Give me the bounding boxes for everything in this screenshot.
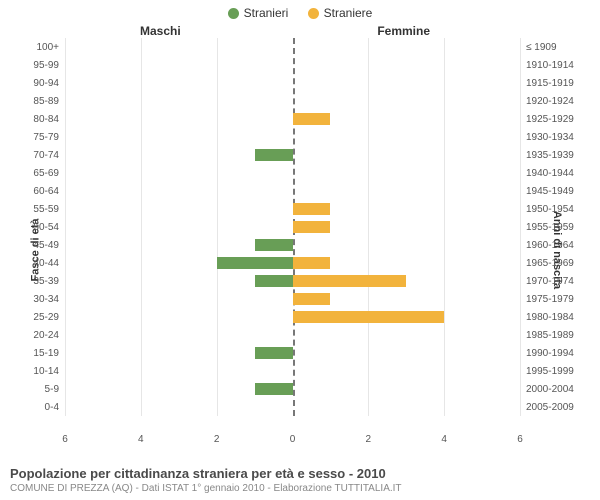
age-row: 40-441965-1969 xyxy=(65,254,520,272)
column-title-left: Maschi xyxy=(140,24,181,38)
birth-year-label: 1960-1964 xyxy=(526,240,574,251)
birth-year-label: 1915-1919 xyxy=(526,78,574,89)
bar-male xyxy=(255,275,293,288)
bar-female xyxy=(293,221,331,234)
age-row: 80-841925-1929 xyxy=(65,110,520,128)
age-label: 30-34 xyxy=(33,294,59,305)
legend-swatch-male xyxy=(228,8,239,19)
birth-year-label: 1980-1984 xyxy=(526,312,574,323)
age-label: 90-94 xyxy=(33,78,59,89)
age-label: 50-54 xyxy=(33,222,59,233)
legend-label-female: Straniere xyxy=(324,6,373,20)
chart-footer: Popolazione per cittadinanza straniera p… xyxy=(10,466,590,494)
birth-year-label: 1970-1974 xyxy=(526,276,574,287)
age-label: 85-89 xyxy=(33,96,59,107)
age-row: 100+≤ 1909 xyxy=(65,38,520,56)
plot-area: 100+≤ 190995-991910-191490-941915-191985… xyxy=(65,38,520,416)
birth-year-label: 1990-1994 xyxy=(526,348,574,359)
age-label: 0-4 xyxy=(45,402,59,413)
column-title-right: Femmine xyxy=(377,24,430,38)
x-tick: 2 xyxy=(214,434,220,445)
bar-female xyxy=(293,113,331,126)
legend-item-male: Stranieri xyxy=(228,6,289,20)
age-label: 75-79 xyxy=(33,132,59,143)
age-label: 45-49 xyxy=(33,240,59,251)
birth-year-label: 1945-1949 xyxy=(526,186,574,197)
age-label: 5-9 xyxy=(45,384,59,395)
bar-female xyxy=(293,275,407,288)
age-label: 20-24 xyxy=(33,330,59,341)
age-row: 85-891920-1924 xyxy=(65,92,520,110)
birth-year-label: 1975-1979 xyxy=(526,294,574,305)
chart-subtitle: COMUNE DI PREZZA (AQ) - Dati ISTAT 1° ge… xyxy=(10,483,590,494)
age-label: 10-14 xyxy=(33,366,59,377)
x-axis: 6 4 2 0 2 4 6 xyxy=(65,434,520,448)
birth-year-label: 2005-2009 xyxy=(526,402,574,413)
age-row: 70-741935-1939 xyxy=(65,146,520,164)
age-row: 45-491960-1964 xyxy=(65,236,520,254)
age-label: 65-69 xyxy=(33,168,59,179)
age-row: 20-241985-1989 xyxy=(65,326,520,344)
grid-line xyxy=(520,38,521,416)
birth-year-label: 1940-1944 xyxy=(526,168,574,179)
birth-year-label: ≤ 1909 xyxy=(526,42,557,53)
age-row: 25-291980-1984 xyxy=(65,308,520,326)
bar-male xyxy=(255,149,293,162)
age-row: 35-391970-1974 xyxy=(65,272,520,290)
legend-label-male: Stranieri xyxy=(244,6,289,20)
birth-year-label: 1955-1959 xyxy=(526,222,574,233)
x-tick: 6 xyxy=(62,434,68,445)
age-label: 60-64 xyxy=(33,186,59,197)
birth-year-label: 1985-1989 xyxy=(526,330,574,341)
age-row: 75-791930-1934 xyxy=(65,128,520,146)
age-row: 15-191990-1994 xyxy=(65,344,520,362)
age-label: 25-29 xyxy=(33,312,59,323)
birth-year-label: 1950-1954 xyxy=(526,204,574,215)
age-label: 40-44 xyxy=(33,258,59,269)
birth-year-label: 1920-1924 xyxy=(526,96,574,107)
age-row: 0-42005-2009 xyxy=(65,398,520,416)
birth-year-label: 2000-2004 xyxy=(526,384,574,395)
birth-year-label: 1995-1999 xyxy=(526,366,574,377)
x-tick: 4 xyxy=(441,434,447,445)
legend: Stranieri Straniere xyxy=(0,6,600,22)
age-row: 10-141995-1999 xyxy=(65,362,520,380)
bar-male xyxy=(217,257,293,270)
bar-male xyxy=(255,239,293,252)
age-row: 30-341975-1979 xyxy=(65,290,520,308)
birth-year-label: 1965-1969 xyxy=(526,258,574,269)
bar-female xyxy=(293,257,331,270)
x-tick: 0 xyxy=(290,434,296,445)
x-tick: 2 xyxy=(366,434,372,445)
bar-female xyxy=(293,293,331,306)
x-tick: 4 xyxy=(138,434,144,445)
age-row: 90-941915-1919 xyxy=(65,74,520,92)
age-label: 80-84 xyxy=(33,114,59,125)
bar-female xyxy=(293,203,331,216)
bar-female xyxy=(293,311,445,324)
age-row: 60-641945-1949 xyxy=(65,182,520,200)
bar-male xyxy=(255,383,293,396)
x-tick: 6 xyxy=(517,434,523,445)
age-label: 70-74 xyxy=(33,150,59,161)
birth-year-label: 1930-1934 xyxy=(526,132,574,143)
bar-male xyxy=(255,347,293,360)
birth-year-label: 1910-1914 xyxy=(526,60,574,71)
chart-title: Popolazione per cittadinanza straniera p… xyxy=(10,466,590,481)
age-label: 35-39 xyxy=(33,276,59,287)
legend-swatch-female xyxy=(308,8,319,19)
age-label: 100+ xyxy=(36,42,59,53)
age-row: 95-991910-1914 xyxy=(65,56,520,74)
population-pyramid-chart: Stranieri Straniere Maschi Femmine Fasce… xyxy=(0,0,600,500)
legend-item-female: Straniere xyxy=(308,6,373,20)
age-label: 55-59 xyxy=(33,204,59,215)
age-label: 95-99 xyxy=(33,60,59,71)
age-row: 5-92000-2004 xyxy=(65,380,520,398)
age-row: 65-691940-1944 xyxy=(65,164,520,182)
age-row: 50-541955-1959 xyxy=(65,218,520,236)
age-label: 15-19 xyxy=(33,348,59,359)
age-row: 55-591950-1954 xyxy=(65,200,520,218)
birth-year-label: 1935-1939 xyxy=(526,150,574,161)
birth-year-label: 1925-1929 xyxy=(526,114,574,125)
